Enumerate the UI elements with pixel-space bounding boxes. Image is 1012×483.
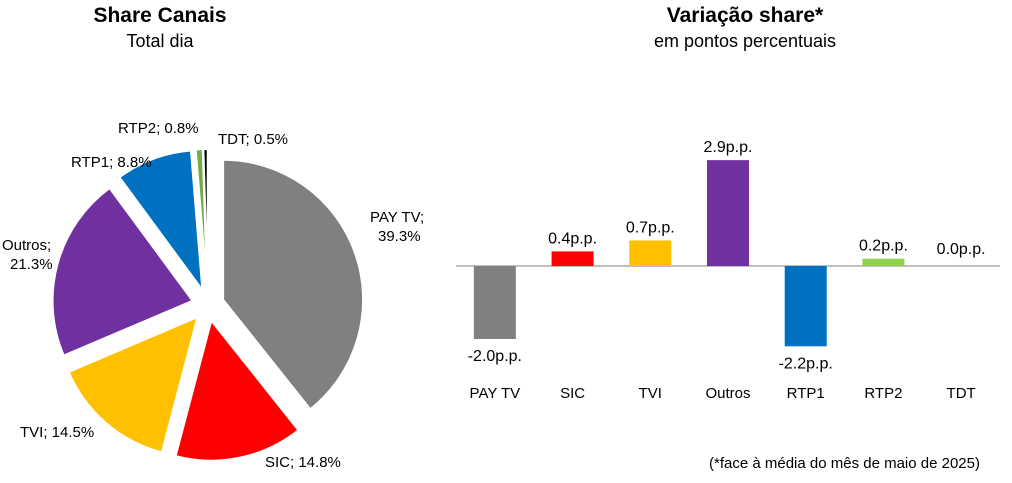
bar-tvi — [629, 240, 672, 266]
bar-category-label-rtp2: RTP2 — [864, 385, 902, 402]
bar-data-label-outros: 2.9p.p. — [704, 139, 753, 156]
pie-label-outros: Outros; 21.3% — [2, 237, 53, 273]
pie-slice-rtp1 — [117, 149, 204, 294]
bar-rtp2 — [862, 258, 905, 266]
pie-label-tvi: TVI; 14.5% — [20, 424, 94, 441]
bar-chart-title: Variação share* — [666, 4, 824, 27]
pie-slice-tdt — [202, 148, 209, 290]
bar-category-label-tvi: TVI — [639, 385, 662, 402]
bar-sic — [551, 251, 594, 266]
pie-label-rtp1: RTP1; 8.8% — [71, 154, 152, 171]
bar-rtp1 — [784, 266, 827, 347]
pie-slice-outros — [51, 186, 195, 357]
bar-chart-subtitle: em pontos percentuais — [653, 31, 837, 51]
pie-chart-title: Share Canais — [93, 4, 227, 27]
bar-category-label-sic: SIC — [560, 385, 585, 402]
pie-label-pay-tv: PAY TV; 39.3% — [370, 209, 424, 245]
footnote: (*face à média do mês de maio de 2025) — [709, 455, 980, 472]
pie-chart-subtitle: Total dia — [126, 31, 194, 51]
bar-category-label-pay-tv: PAY TV — [470, 385, 521, 402]
bar-data-label-tdt: 0.0p.p. — [937, 241, 986, 258]
bar-outros — [707, 160, 749, 266]
bar-category-label-tdt: TDT — [947, 385, 976, 402]
pie-label-sic: SIC; 14.8% — [265, 454, 341, 471]
bar-data-label-pay-tv: -2.0p.p. — [468, 348, 522, 365]
bar-data-label-rtp1: -2.2p.p. — [779, 355, 833, 372]
bar-category-label-outros: Outros — [705, 385, 750, 402]
pie-label-tdt: TDT; 0.5% — [218, 131, 288, 148]
pie-label-rtp2: RTP2; 0.8% — [118, 120, 199, 137]
bar-data-label-tvi: 0.7p.p. — [626, 219, 675, 236]
bar-pay-tv — [473, 266, 516, 339]
pie-slice-pay-tv — [222, 158, 365, 411]
bar-data-label-sic: 0.4p.p. — [548, 230, 597, 247]
pie-slice-tvi — [67, 315, 200, 454]
bar-category-label-rtp1: RTP1 — [787, 385, 825, 402]
bar-data-label-rtp2: 0.2p.p. — [859, 238, 908, 255]
pie-slice-sic — [174, 318, 300, 462]
